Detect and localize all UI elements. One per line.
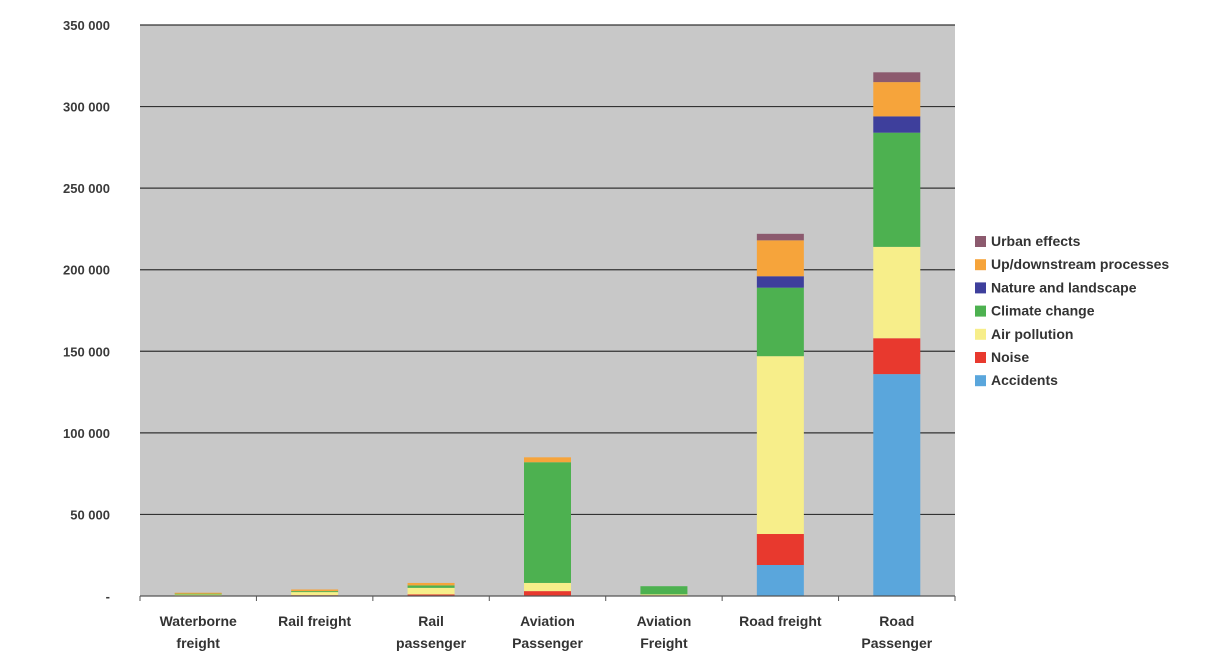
bar-segment: [873, 132, 921, 247]
bar-segment: [524, 582, 571, 592]
legend-item: Air pollution: [975, 326, 1073, 342]
bar-segment: [524, 591, 571, 596]
legend-label: Air pollution: [991, 326, 1073, 342]
bar-segment: [524, 462, 571, 583]
bar-stack: [291, 589, 339, 597]
x-category-label: Road Passenger: [861, 613, 932, 651]
legend-swatch: [975, 375, 986, 387]
y-tick-label: 300 000: [63, 100, 110, 115]
legend-swatch: [975, 282, 986, 294]
legend-swatch: [975, 328, 986, 340]
bar-segment: [756, 276, 804, 288]
bar-segment: [174, 594, 222, 596]
bar-segment: [407, 587, 455, 595]
bar-segment: [756, 565, 804, 596]
bar-segment: [524, 457, 571, 463]
gridlines: [140, 24, 955, 516]
bar-segment: [407, 582, 455, 586]
y-axis-tick-labels: 350 000 300 000 250 000 200 000 150 000 100 0…: [63, 18, 110, 604]
legend-label: Urban effects: [991, 233, 1081, 249]
x-axis-category-labels: Waterborne freight Rail freight Rail passeng…: [160, 613, 933, 651]
bar-segment: [873, 338, 921, 375]
x-category-label: Road freight: [739, 613, 822, 629]
y-tick-label: 200 000: [63, 263, 110, 278]
bar-segment: [640, 586, 688, 595]
x-category-label: Rail passenger: [396, 613, 467, 651]
bar-segment: [291, 591, 339, 593]
bar-segment: [873, 374, 921, 596]
legend: Urban effects Up/downstream processes Natu…: [975, 233, 1169, 388]
bar-stack: [756, 233, 804, 596]
bar-stack: [174, 592, 222, 596]
bar-segment: [873, 82, 921, 117]
legend-swatch: [975, 259, 986, 271]
bar-segment: [174, 592, 222, 594]
legend-label: Up/downstream processes: [991, 256, 1169, 272]
bar-segment: [640, 594, 688, 596]
legend-label: Accidents: [991, 372, 1058, 388]
y-tick-label: 50 000: [70, 507, 110, 522]
legend-label: Nature and landscape: [991, 279, 1137, 295]
bar-segment: [756, 534, 804, 566]
bar-segment: [873, 116, 921, 133]
legend-item: Climate change: [975, 303, 1095, 319]
bar-stack: [524, 457, 571, 596]
bar-segment: [756, 287, 804, 357]
legend-item: Urban effects: [975, 233, 1081, 249]
legend-swatch: [975, 305, 986, 317]
bar-segment: [756, 233, 804, 241]
legend-item: Noise: [975, 349, 1029, 365]
y-tick-label: -: [106, 589, 110, 604]
y-tick-label: 150 000: [63, 344, 110, 359]
legend-swatch: [975, 352, 986, 363]
x-category-label: Waterborne freight: [160, 613, 237, 651]
bar-segment: [756, 356, 804, 535]
bar-stack: [407, 582, 455, 596]
legend-label: Noise: [991, 349, 1029, 365]
bars: [174, 72, 921, 597]
bar-stack: [873, 72, 921, 596]
y-tick-label: 100 000: [63, 426, 110, 441]
bar-segment: [291, 591, 339, 596]
y-tick-label: 350 000: [63, 18, 110, 33]
x-axis-ticks: [139, 596, 956, 601]
bar-segment: [174, 593, 222, 595]
legend-item: Up/downstream processes: [975, 256, 1169, 272]
bar-segment: [873, 246, 921, 339]
x-category-label: Aviation Freight: [637, 613, 692, 651]
legend-item: Accidents: [975, 372, 1058, 388]
legend-swatch: [975, 236, 986, 247]
bar-segment: [291, 589, 339, 592]
bar-segment: [407, 594, 455, 596]
legend-item: Nature and landscape: [975, 279, 1137, 295]
x-category-label: Rail freight: [278, 613, 351, 629]
bar-segment: [873, 72, 921, 83]
x-category-label: Aviation Passenger: [512, 613, 583, 651]
bar-segment: [756, 240, 804, 277]
bar-stack: [640, 586, 688, 597]
y-tick-label: 250 000: [63, 181, 110, 196]
bar-segment: [407, 585, 455, 588]
legend-label: Climate change: [991, 303, 1095, 319]
